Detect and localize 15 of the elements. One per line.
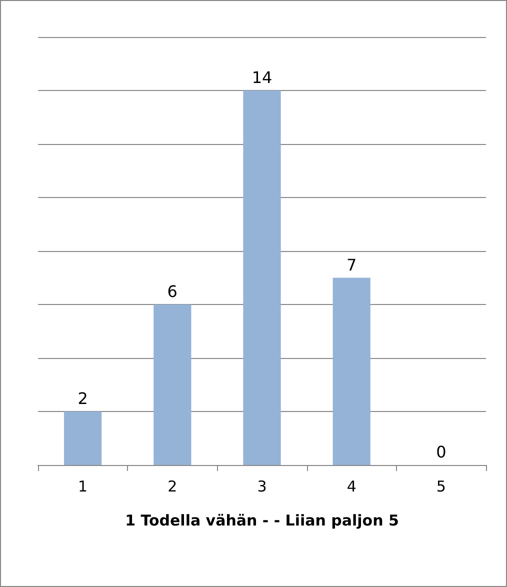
bar — [332, 278, 370, 465]
data-label: 2 — [78, 389, 88, 408]
x-tick-label: 5 — [436, 478, 446, 496]
data-label: 6 — [167, 282, 178, 301]
x-tick-label: 3 — [257, 478, 267, 496]
data-label: 0 — [436, 442, 446, 462]
bar — [154, 304, 192, 465]
x-axis-title: 1 Todella vähän - - Liian paljon 5 — [125, 512, 399, 530]
data-label: 7 — [346, 255, 357, 274]
x-tick-label: 2 — [168, 478, 178, 496]
bar — [64, 412, 102, 465]
x-tick-label: 4 — [346, 478, 356, 496]
bar — [243, 90, 281, 465]
data-label: 14 — [252, 68, 272, 87]
x-tick-label: 1 — [78, 478, 88, 496]
